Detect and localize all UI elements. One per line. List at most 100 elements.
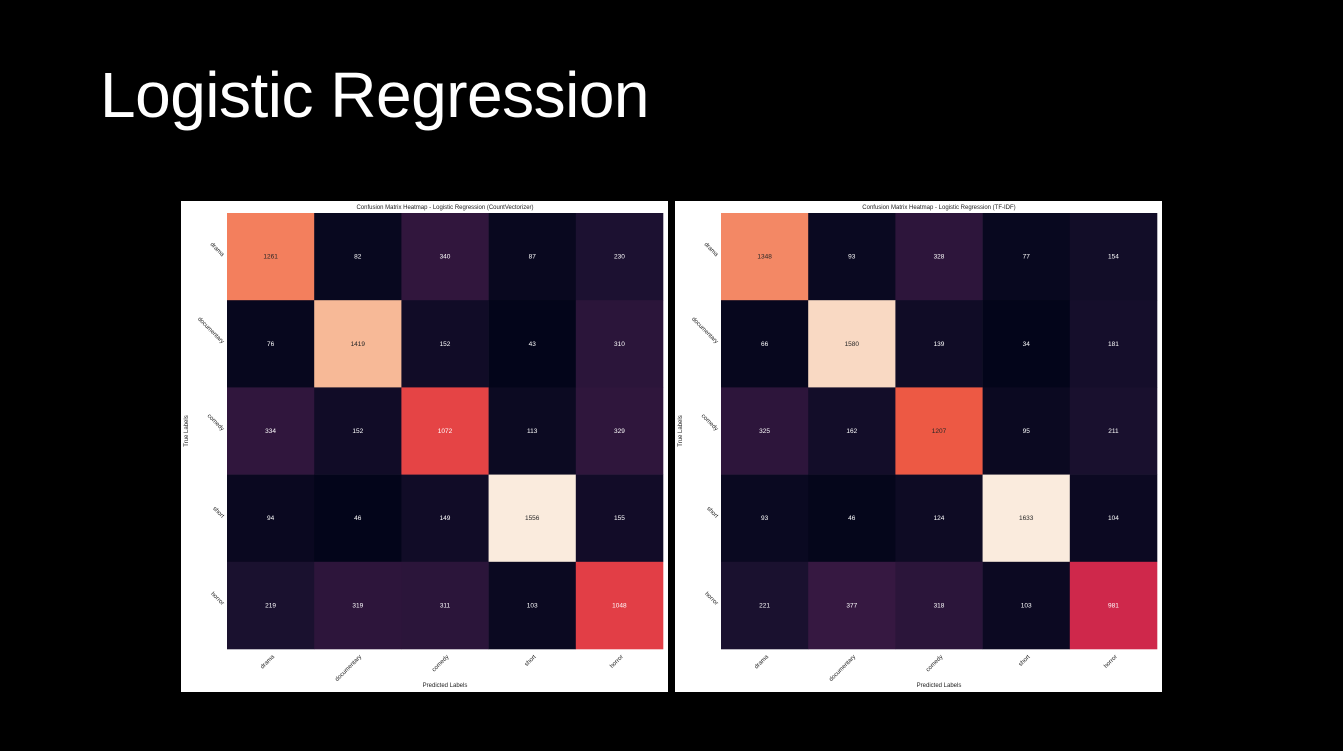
x-tick-label: documentary <box>334 654 363 683</box>
chart-title: Confusion Matrix Heatmap - Logistic Regr… <box>356 205 533 211</box>
heatmap-cell <box>575 387 664 475</box>
y-tick-label: horror <box>209 591 225 607</box>
cell-value-label: 149 <box>440 515 451 522</box>
x-tick-label: drama <box>754 654 771 671</box>
cell-value-label: 221 <box>759 602 770 609</box>
y-axis-label: True Labels <box>678 415 684 446</box>
heatmap-cell <box>808 300 896 388</box>
cell-value-label: 1348 <box>757 254 772 261</box>
heatmap-cell <box>1069 561 1158 650</box>
heatmap-cell <box>401 561 489 650</box>
heatmap-cell <box>401 474 489 563</box>
heatmap-cell <box>314 387 402 475</box>
cell-value-label: 103 <box>527 602 538 609</box>
cell-value-label: 1072 <box>438 428 453 435</box>
cell-value-label: 319 <box>352 602 363 609</box>
cell-value-label: 155 <box>614 515 625 522</box>
heatmap-cell <box>314 561 402 650</box>
cell-value-label: 1556 <box>525 515 540 522</box>
cell-value-label: 34 <box>1023 341 1031 348</box>
cell-value-label: 95 <box>1023 428 1031 435</box>
cell-value-label: 93 <box>848 254 856 261</box>
cell-value-label: 981 <box>1108 602 1119 609</box>
heatmap-countvectorizer-panel: Confusion Matrix Heatmap - Logistic Regr… <box>181 201 668 692</box>
cell-value-label: 43 <box>529 341 537 348</box>
heatmap-tfidf: Confusion Matrix Heatmap - Logistic Regr… <box>678 205 1158 689</box>
cell-value-label: 46 <box>848 515 856 522</box>
heatmap-cell <box>227 300 315 388</box>
cell-value-label: 103 <box>1021 602 1032 609</box>
slide-title: Logistic Regression <box>100 59 650 131</box>
cell-value-label: 328 <box>934 254 945 261</box>
heatmap-cell <box>721 474 809 563</box>
y-tick-label: comedy <box>700 413 719 432</box>
cell-value-label: 87 <box>529 254 537 261</box>
cell-value-label: 113 <box>527 428 538 435</box>
heatmap-cell <box>314 213 402 301</box>
cell-value-label: 94 <box>267 515 275 522</box>
x-tick-label: short <box>1018 654 1032 668</box>
cell-value-label: 139 <box>934 341 945 348</box>
cell-value-label: 152 <box>440 341 451 348</box>
cell-value-label: 1207 <box>932 428 947 435</box>
cell-value-label: 1580 <box>845 341 860 348</box>
cell-value-label: 1633 <box>1019 515 1034 522</box>
heatmap-cell <box>895 561 983 650</box>
chart-title: Confusion Matrix Heatmap - Logistic Regr… <box>862 205 1015 211</box>
heatmap-cell <box>227 213 315 301</box>
x-axis-label: Predicted Labels <box>917 683 962 689</box>
cell-value-label: 340 <box>440 254 451 261</box>
heatmap-cell <box>808 561 896 650</box>
cell-value-label: 1048 <box>612 602 627 609</box>
heatmap-cell <box>982 213 1071 301</box>
heatmap-cell <box>982 387 1071 475</box>
heatmap-cell <box>808 474 896 563</box>
heatmap-cell <box>488 474 577 563</box>
cell-value-label: 1419 <box>351 341 366 348</box>
heatmap-countvectorizer: Confusion Matrix Heatmap - Logistic Regr… <box>184 205 664 689</box>
cell-value-label: 310 <box>614 341 625 348</box>
heatmap-cell <box>1069 300 1158 388</box>
y-tick-label: short <box>211 506 225 520</box>
heatmap-cell <box>488 213 577 301</box>
heatmap-cell <box>575 561 664 650</box>
heatmap-cell <box>227 474 315 563</box>
cell-value-label: 211 <box>1108 428 1119 435</box>
cell-value-label: 230 <box>614 254 625 261</box>
heatmap-cell <box>1069 387 1158 475</box>
cell-value-label: 124 <box>934 515 945 522</box>
cell-value-label: 1261 <box>263 254 278 261</box>
cell-value-label: 311 <box>440 602 451 609</box>
y-tick-label: drama <box>209 242 226 259</box>
y-tick-label: horror <box>703 591 719 607</box>
cell-value-label: 162 <box>846 428 857 435</box>
heatmap-cell <box>982 474 1071 563</box>
heatmap-cell <box>895 387 983 475</box>
heatmap-cell <box>721 387 809 475</box>
heatmap-cell <box>575 213 664 301</box>
heatmap-cell <box>895 300 983 388</box>
y-tick-label: drama <box>703 242 720 259</box>
heatmap-cell <box>401 213 489 301</box>
y-tick-label: comedy <box>206 413 225 432</box>
heatmap-tfidf-panel: Confusion Matrix Heatmap - Logistic Regr… <box>675 201 1162 692</box>
cell-value-label: 219 <box>265 602 276 609</box>
heatmap-cell <box>401 300 489 388</box>
heatmap-cell <box>227 387 315 475</box>
heatmap-cell <box>721 300 809 388</box>
cell-value-label: 325 <box>759 428 770 435</box>
cell-value-label: 76 <box>267 341 275 348</box>
heatmap-cell <box>488 387 577 475</box>
heatmap-cell <box>982 561 1071 650</box>
heatmap-cell <box>808 213 896 301</box>
heatmap-cell <box>401 387 489 475</box>
heatmap-cell <box>314 474 402 563</box>
x-tick-label: comedy <box>431 654 450 673</box>
cell-value-label: 181 <box>1108 341 1119 348</box>
y-axis-label: True Labels <box>184 415 190 446</box>
heatmap-cell <box>895 474 983 563</box>
cell-value-label: 66 <box>761 341 769 348</box>
x-tick-label: horror <box>609 654 625 670</box>
x-tick-label: comedy <box>925 654 944 673</box>
cell-value-label: 154 <box>1108 254 1119 261</box>
